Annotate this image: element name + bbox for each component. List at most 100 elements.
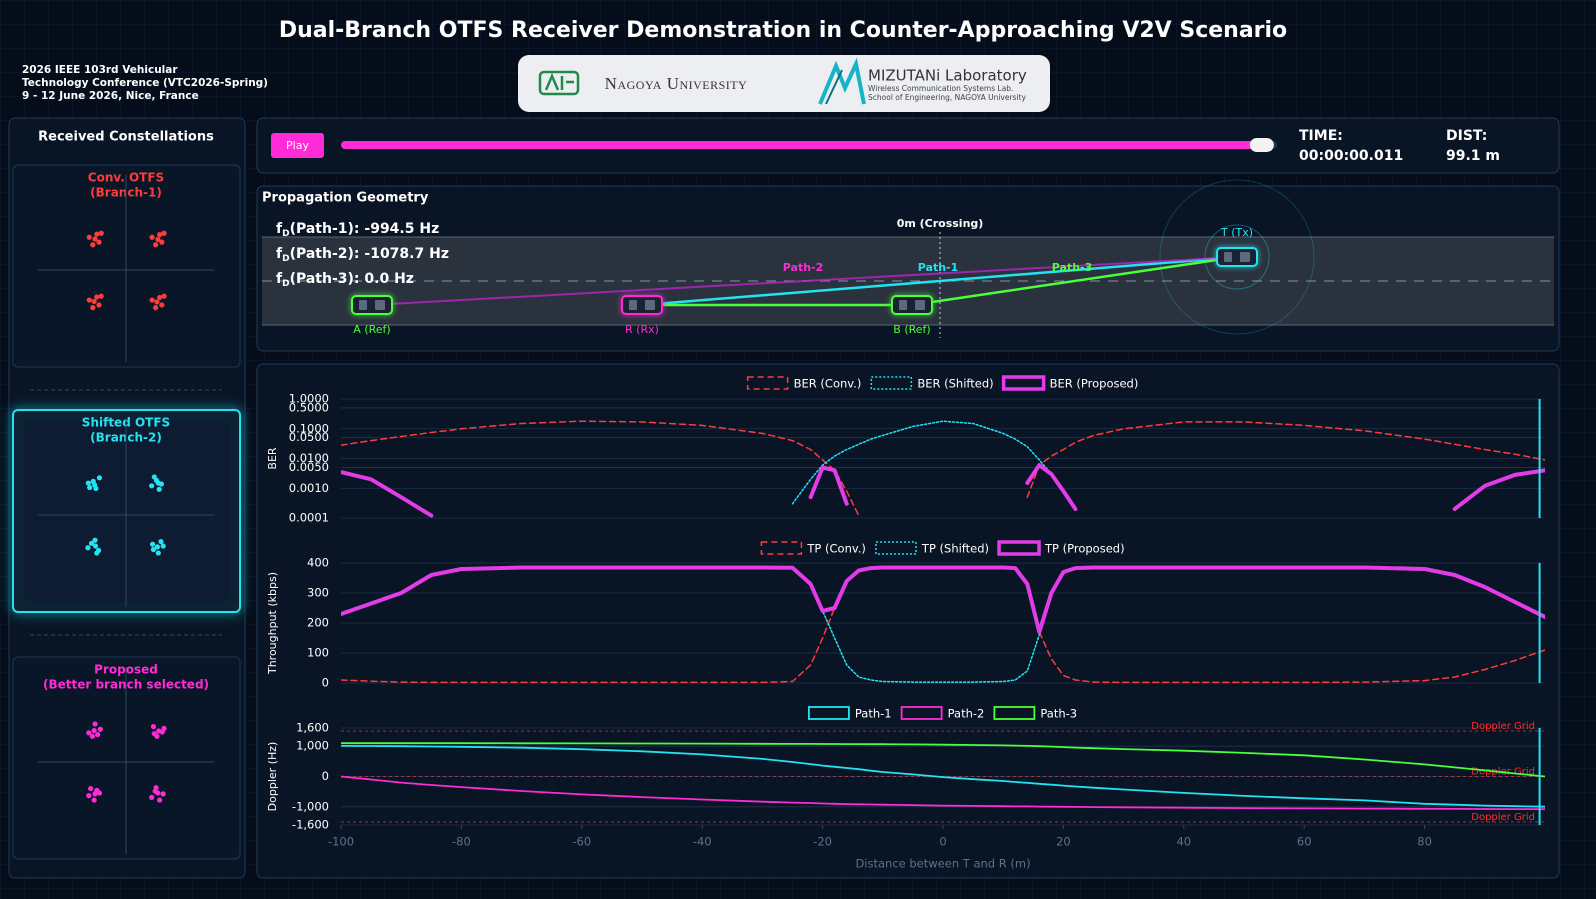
x-tick-label: 60 xyxy=(1297,835,1312,849)
doppler-grid-label: Doppler Grid xyxy=(1471,721,1535,732)
propagation-path xyxy=(641,255,1238,307)
constellation-point xyxy=(160,791,166,797)
dist-value: 99.1 m xyxy=(1446,148,1500,164)
y-axis-label: BER xyxy=(266,447,279,469)
y-tick-label: 0.0001 xyxy=(289,511,329,525)
vehicle-window xyxy=(899,300,907,310)
y-tick-label: 400 xyxy=(307,556,329,570)
y-axis-label: Throughput (kbps) xyxy=(266,572,279,675)
vehicle-window xyxy=(359,300,367,310)
constellation-point xyxy=(96,302,102,308)
y-tick-label: 0.0050 xyxy=(289,460,329,474)
y-tick-label: 0 xyxy=(322,676,329,690)
constellation-point xyxy=(157,797,163,803)
x-tick-label: -20 xyxy=(813,835,832,849)
vehicle-window xyxy=(1224,252,1232,262)
doppler-readout: fD(Path-2): -1078.7 Hz xyxy=(276,246,449,264)
path-label: Path-1 xyxy=(918,261,959,274)
doppler-readout-symbol: f xyxy=(276,246,283,262)
vehicle xyxy=(891,295,933,315)
x-tick-label: 80 xyxy=(1417,835,1432,849)
legend-swatch xyxy=(807,706,850,720)
vehicle-label: R (Rx) xyxy=(625,323,659,336)
play-button[interactable] xyxy=(271,133,324,158)
play-button-label[interactable]: Play xyxy=(286,139,309,152)
legend-label: TP (Proposed) xyxy=(1044,542,1125,556)
vehicle-label: T (Tx) xyxy=(1220,226,1253,239)
doppler-readout-sub: D xyxy=(282,279,289,289)
series-line xyxy=(341,463,1545,518)
constellation-point xyxy=(150,546,157,553)
constellation-point xyxy=(90,242,96,248)
series-line xyxy=(341,742,1545,778)
x-tick-label: -60 xyxy=(572,835,591,849)
y-tick-label: 0.0100 xyxy=(289,451,329,465)
constellation-point xyxy=(155,480,161,486)
doppler-readout-sub: D xyxy=(282,229,289,239)
legend-label: TP (Conv.) xyxy=(806,542,866,556)
vehicle-body xyxy=(621,295,663,315)
legend-swatch xyxy=(997,540,1041,556)
lab-subtitle: School of Engineering, NAGOYA University xyxy=(868,93,1026,102)
y-tick-label: 1.0000 xyxy=(289,392,329,406)
y-axis-label: Doppler (Hz) xyxy=(266,742,279,812)
vehicle-window xyxy=(645,300,655,310)
doppler-readout-text: (Path-1): -994.5 Hz xyxy=(290,221,440,237)
constellation-point xyxy=(161,293,167,299)
constellation-point xyxy=(155,790,161,796)
doppler-readout-symbol: f xyxy=(276,221,283,237)
constellation-point xyxy=(86,297,92,303)
legend-label: TP (Shifted) xyxy=(921,542,989,556)
constellation-point xyxy=(91,797,97,803)
doppler-readout-sub: D xyxy=(282,254,289,264)
constellation-point xyxy=(89,733,95,739)
constellation-point xyxy=(150,724,157,730)
time-label: TIME: xyxy=(1299,128,1343,144)
constellation-point xyxy=(154,299,160,305)
constellation-point xyxy=(86,234,92,240)
constellation-point xyxy=(87,484,93,491)
conference-line: Technology Conference (VTC2026-Spring) xyxy=(22,77,268,89)
constellation-point xyxy=(156,728,162,734)
constellation-point xyxy=(158,538,164,545)
tx-ring xyxy=(1159,179,1315,335)
vehicle-body xyxy=(1216,247,1258,267)
series-line xyxy=(341,565,1545,634)
legend-swatch xyxy=(870,376,913,390)
constellation-point xyxy=(92,791,98,797)
constellation-point xyxy=(154,544,161,550)
constellation-point xyxy=(88,540,95,546)
legend-label: Path-3 xyxy=(1040,707,1077,721)
constellation-point xyxy=(96,239,102,245)
series-line xyxy=(341,566,1545,684)
constellation-point xyxy=(149,483,155,489)
legend-swatch xyxy=(875,541,917,555)
series-line xyxy=(341,775,1545,811)
vehicle-body xyxy=(351,295,393,315)
constellation-point xyxy=(86,793,92,799)
constellation-point xyxy=(85,545,91,551)
constellation-point xyxy=(94,294,100,300)
legend-label: BER (Proposed) xyxy=(1050,377,1139,391)
vehicle-window xyxy=(1240,252,1250,262)
legend-swatch xyxy=(993,706,1036,720)
lab-subtitle: Wireless Communication Systems Lab. xyxy=(868,84,1013,93)
x-tick-label: 40 xyxy=(1176,835,1191,849)
constellation-point xyxy=(98,293,104,299)
constellation-point xyxy=(161,725,167,731)
crossing-label: 0m (Crossing) xyxy=(897,217,984,230)
slider-thumb[interactable] xyxy=(1249,138,1274,152)
legend-label: Path-1 xyxy=(855,707,892,721)
university-emblem xyxy=(538,70,580,96)
legend-swatch xyxy=(1001,375,1046,391)
constellation-point xyxy=(97,726,103,732)
vehicle-label: A (Ref) xyxy=(353,323,390,336)
conference-line: 2026 IEEE 103rd Vehicular xyxy=(22,64,178,76)
vehicle-window xyxy=(915,300,925,310)
constellation-title: Received Constellations xyxy=(38,130,214,145)
x-tick-label: -80 xyxy=(452,835,471,849)
constellation-point xyxy=(94,550,100,556)
page-title: Dual-Branch OTFS Receiver Demonstration … xyxy=(279,18,1287,43)
